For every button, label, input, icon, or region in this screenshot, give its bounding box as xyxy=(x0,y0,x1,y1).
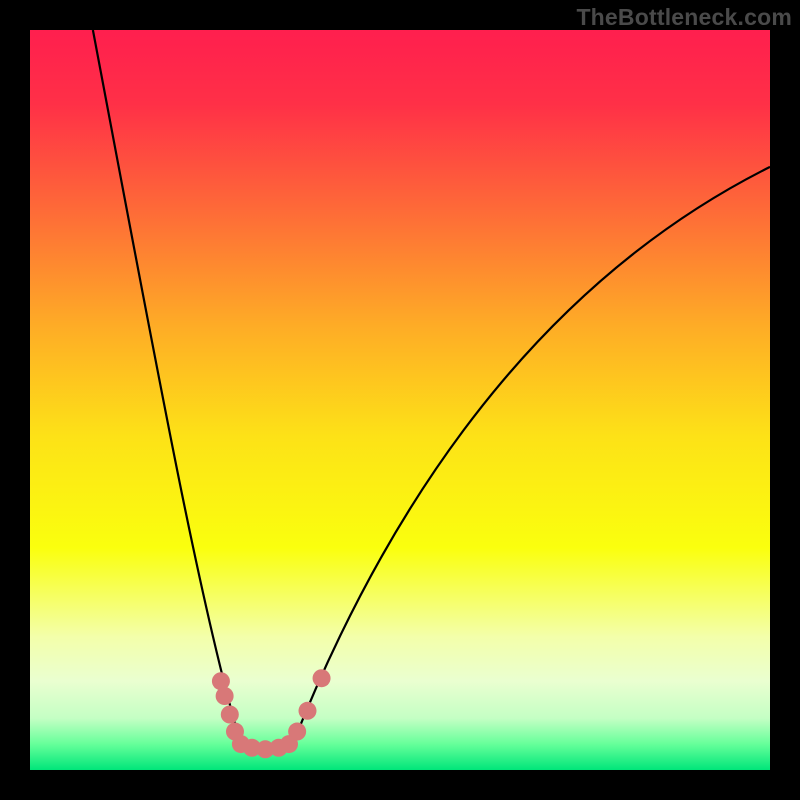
chart-frame: TheBottleneck.com xyxy=(0,0,800,800)
plot-area xyxy=(30,30,770,770)
gradient-background xyxy=(30,30,770,770)
watermark-text: TheBottleneck.com xyxy=(576,4,792,31)
